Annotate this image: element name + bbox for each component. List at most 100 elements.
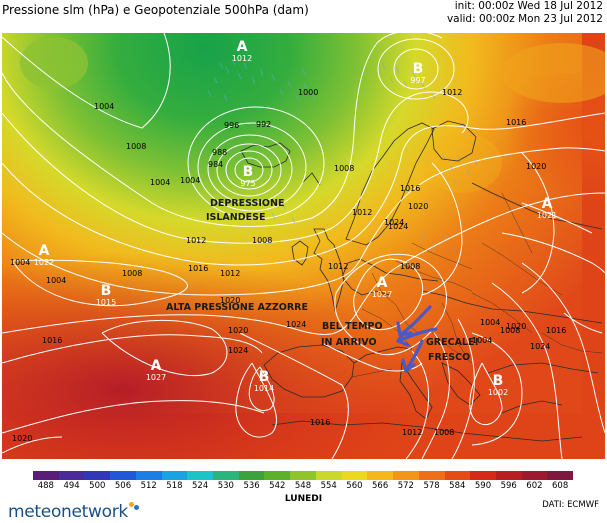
- legend-swatch: [341, 471, 368, 480]
- isobar-label: 1004: [150, 178, 170, 187]
- legend-tick-label: 530: [217, 481, 234, 491]
- legend-tick-label: 506: [114, 481, 132, 491]
- pressure-center-value: 1015: [96, 298, 116, 307]
- isobar-label: 1008: [126, 142, 146, 151]
- isobar-label: 1004: [480, 318, 500, 327]
- pressure-center-value: 1012: [232, 54, 252, 63]
- pressure-center-letter: B: [243, 164, 254, 180]
- legend-swatch: [315, 471, 342, 480]
- isobar-label: 1004: [46, 276, 66, 285]
- isobar-label: 1008: [400, 262, 420, 271]
- isobar-label: 1004: [10, 258, 30, 267]
- isobar-label: 1020: [220, 296, 240, 305]
- isobar-label: 996: [224, 121, 239, 130]
- legend-swatch: [264, 471, 291, 480]
- bel-tempo-label-line1: BEL TEMPO: [322, 321, 383, 332]
- legend-swatch: [33, 471, 59, 480]
- pressure-center-letter: B: [101, 283, 112, 299]
- pressure-center-value: 1002: [488, 388, 508, 397]
- isobar-label: 1004: [180, 176, 200, 185]
- pressure-center-letter: B: [259, 369, 270, 385]
- legend-swatch: [110, 471, 136, 480]
- legend-swatch: [444, 471, 471, 480]
- isobar-label: 1008: [252, 236, 272, 245]
- isobar-label: 1012: [186, 236, 206, 245]
- legend-swatch: [238, 471, 265, 480]
- depression-label-line2: ISLANDESE: [206, 212, 265, 223]
- isobar-label: 1004: [94, 102, 114, 111]
- legend-tick-label: 578: [423, 481, 440, 491]
- legend-swatch: [161, 471, 188, 480]
- isobar-label: 1008: [122, 269, 142, 278]
- isobar-label: 1016: [42, 336, 62, 345]
- isobar-label: 1000: [298, 88, 318, 97]
- legend-swatch: [187, 471, 214, 480]
- legend-swatch: [418, 471, 445, 480]
- legend-swatch: [367, 471, 394, 480]
- isobar-label: 1016: [546, 326, 566, 335]
- legend-swatch: [547, 471, 574, 480]
- legend-swatch: [135, 471, 162, 480]
- pressure-center-letter: B: [413, 61, 424, 77]
- isobar-label: 1012: [328, 262, 348, 271]
- legend-tick-label: 542: [269, 481, 286, 491]
- isobar-label: 984: [208, 160, 223, 169]
- pressure-center-value: 1022: [34, 258, 54, 267]
- brand-logo: meteonetwork: [8, 502, 140, 522]
- legend-ticks: 488 494 500 506 512 518 524 530 536 542 548 554 560 5…: [33, 481, 573, 493]
- init-time: init: 00:00z Wed 18 Jul 2012: [454, 0, 603, 12]
- day-label: LUNEDI: [284, 494, 323, 504]
- isobar-label: 1016: [506, 118, 526, 127]
- map-title: Pressione slm (hPa) e Geopotenziale 500h…: [2, 3, 309, 17]
- legend-swatch: [84, 471, 111, 480]
- rain-area: [207, 58, 478, 254]
- isobar-label: 1004: [472, 336, 492, 345]
- legend-tick-label: 560: [346, 481, 363, 491]
- pressure-center-value: 1027: [146, 373, 166, 382]
- isobar-label: 1008: [500, 326, 520, 335]
- legend-swatch: [290, 471, 316, 480]
- isobar-label: 992: [256, 120, 271, 129]
- isobar-label: 1012: [220, 269, 240, 278]
- legend-tick-label: 494: [63, 481, 80, 491]
- legend-swatch: [213, 471, 239, 480]
- pressure-center-letter: A: [151, 358, 162, 374]
- brand-dots: [128, 502, 140, 512]
- run-info: init: 00:00z Wed 18 Jul 2012 valid: 00:0…: [447, 0, 603, 26]
- pressure-center-value: 997: [410, 76, 425, 85]
- legend-tick-label: 488: [37, 481, 54, 491]
- pressure-center-letter: A: [377, 275, 388, 291]
- isobar-label: 1016: [188, 264, 208, 273]
- isobar-label: 1008: [334, 164, 354, 173]
- pressure-center-letter: A: [39, 243, 50, 259]
- country-borders: [351, 192, 603, 378]
- legend-tick-label: 608: [552, 481, 569, 491]
- isobar-label: 1016: [310, 418, 330, 427]
- legend-tick-label: 596: [500, 481, 517, 491]
- isobar-label: 1020: [12, 434, 32, 443]
- legend-swatch: [521, 471, 548, 480]
- legend-tick-label: 584: [449, 481, 466, 491]
- depression-label-line1: DEPRESSIONE: [210, 198, 284, 209]
- pressure-center-value: 1014: [254, 384, 274, 393]
- grecale-label-line2: FRESCO: [428, 352, 470, 363]
- legend-tick-label: 512: [140, 481, 157, 491]
- anticyclone-label: ALTA PRESSIONE AZZORRE: [166, 302, 308, 313]
- isobar-label: 1012: [352, 208, 372, 217]
- pressure-center-value: 1021: [537, 211, 557, 220]
- legend-tick-label: 554: [320, 481, 337, 491]
- isobar-label: 1020: [506, 322, 526, 331]
- legend-swatch: [393, 471, 419, 480]
- legend-tick-label: 536: [243, 481, 260, 491]
- legend-swatch: [495, 471, 522, 480]
